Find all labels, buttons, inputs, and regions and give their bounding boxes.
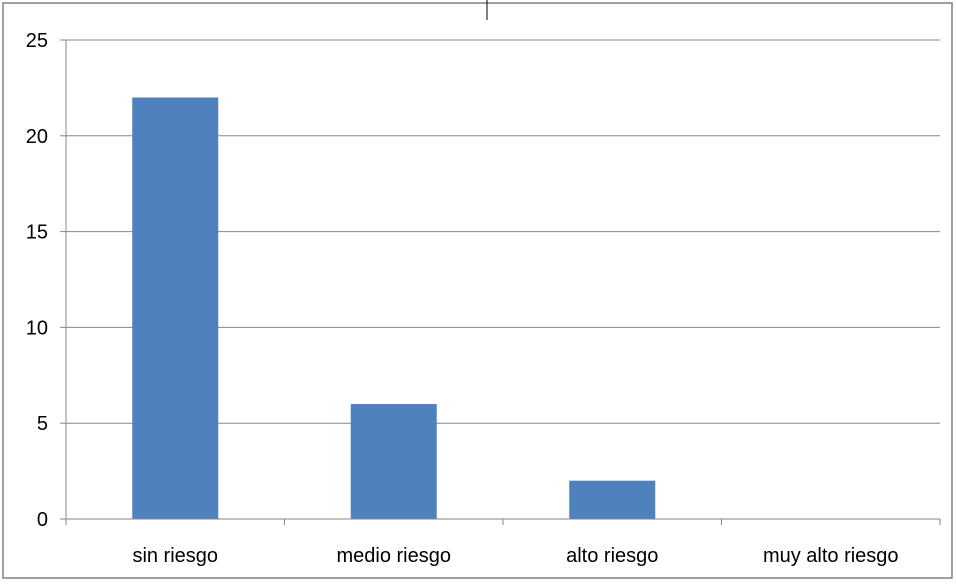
x-tick-label: muy alto riesgo [763, 545, 899, 567]
x-tick-label: alto riesgo [566, 545, 658, 567]
y-tick-label: 10 [26, 317, 48, 339]
y-tick-label: 15 [26, 222, 48, 244]
x-tick-label: medio riesgo [336, 545, 451, 567]
bar [350, 404, 437, 519]
y-tick-labels: 0 5 10 15 20 25 [26, 30, 48, 531]
y-tick-label: 20 [26, 126, 48, 148]
x-tick-labels: sin riesgo medio riesgo alto riesgo muy alt… [132, 545, 898, 567]
bars [132, 97, 656, 519]
axes [60, 39, 941, 525]
y-tick-label: 0 [37, 509, 48, 531]
bar [569, 480, 656, 519]
x-tick-label: sin riesgo [132, 545, 218, 567]
y-tick-label: 25 [26, 30, 48, 52]
bar [132, 97, 219, 519]
y-tick-label: 5 [37, 413, 48, 435]
